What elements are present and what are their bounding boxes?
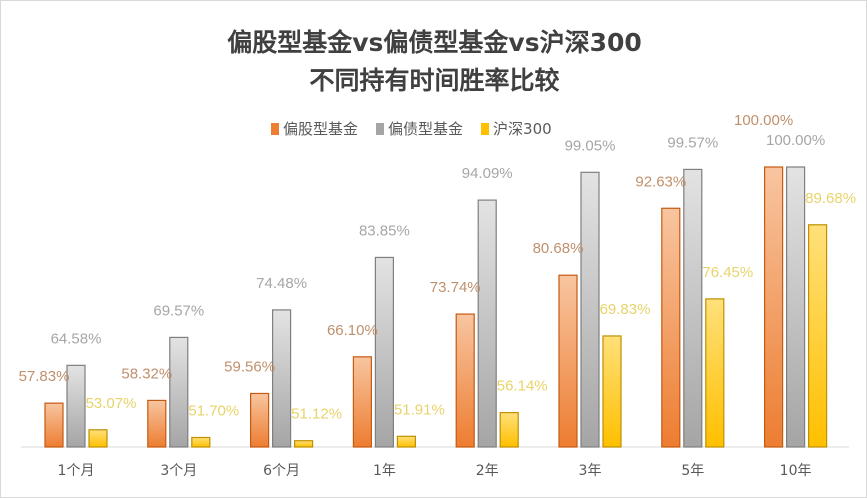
bar-偏股型基金	[250, 392, 270, 448]
x-tick-label: 1年	[373, 463, 396, 479]
data-label: 99.57%	[667, 134, 718, 151]
data-label: 100.00%	[766, 132, 825, 149]
bar-偏股型基金	[147, 399, 167, 448]
data-label: 56.14%	[497, 378, 548, 395]
x-tick-label: 5年	[681, 463, 704, 479]
bar-沪深300	[396, 435, 416, 448]
bar-沪深300	[191, 436, 211, 448]
data-label: 66.10%	[327, 322, 378, 339]
bar-偏债型基金	[785, 166, 806, 448]
legend-item: 偏股型基金	[271, 118, 358, 139]
bar-偏股型基金	[558, 274, 578, 448]
legend-item: 偏债型基金	[376, 118, 463, 139]
data-label: 74.48%	[256, 275, 307, 292]
bar-偏股型基金	[352, 356, 372, 448]
data-label: 73.74%	[430, 279, 481, 296]
bar-偏债型基金	[683, 168, 703, 448]
legend-label: 偏债型基金	[388, 120, 464, 138]
data-label: 89.68%	[805, 190, 856, 207]
x-tick-label: 3个月	[160, 463, 197, 479]
bar-沪深300	[705, 298, 725, 448]
bar-偏债型基金	[374, 256, 394, 448]
data-label: 57.83%	[19, 368, 70, 385]
bar-偏债型基金	[580, 171, 600, 448]
data-label: 58.32%	[121, 365, 172, 382]
data-label: 51.70%	[188, 402, 239, 419]
bar-沪深300	[294, 440, 314, 448]
x-tick-label: 1个月	[58, 463, 95, 479]
bar-偏股型基金	[455, 313, 475, 448]
legend-label: 沪深300	[493, 120, 552, 138]
bar-偏债型基金	[66, 364, 86, 448]
data-label: 92.63%	[635, 173, 686, 190]
legend-swatch	[376, 122, 385, 135]
x-tick-label: 10年	[780, 463, 812, 479]
legend-swatch	[481, 122, 490, 135]
bar-沪深300	[499, 412, 519, 448]
legend-item: 沪深300	[481, 118, 552, 139]
data-label: 51.91%	[394, 401, 445, 418]
data-label: 76.45%	[702, 264, 753, 281]
data-label: 69.57%	[153, 302, 204, 319]
chart-title: 偏股型基金vs偏债型基金vs沪深300	[227, 28, 642, 57]
data-label: 53.07%	[86, 395, 137, 412]
bar-沪深300	[88, 429, 108, 448]
bar-沪深300	[807, 224, 828, 448]
bar-沪深300	[602, 335, 622, 448]
legend: 偏股型基金 偏债型基金 沪深300	[271, 118, 552, 139]
data-label: 99.05%	[565, 137, 616, 154]
data-label: 59.56%	[224, 358, 275, 375]
chart-subtitle: 不同持有时间胜率比较	[309, 66, 560, 95]
bar-偏股型基金	[44, 402, 64, 448]
data-label: 83.85%	[359, 222, 410, 239]
data-label: 100.00%	[734, 112, 793, 129]
bar-偏债型基金	[272, 309, 292, 448]
x-tick-label: 3年	[579, 463, 602, 479]
data-label: 64.58%	[51, 330, 102, 347]
x-tick-label: 2年	[476, 463, 499, 479]
bar-偏债型基金	[169, 336, 189, 448]
legend-label: 偏股型基金	[283, 120, 359, 138]
data-label: 80.68%	[533, 240, 584, 257]
data-label: 94.09%	[462, 165, 513, 182]
legend-swatch	[271, 122, 279, 135]
data-label: 69.83%	[600, 301, 651, 318]
x-tick-label: 6个月	[263, 463, 300, 479]
bar-偏股型基金	[763, 166, 784, 448]
data-label: 51.12%	[291, 406, 342, 423]
bar-偏债型基金	[477, 199, 497, 448]
bar-偏股型基金	[661, 207, 681, 448]
